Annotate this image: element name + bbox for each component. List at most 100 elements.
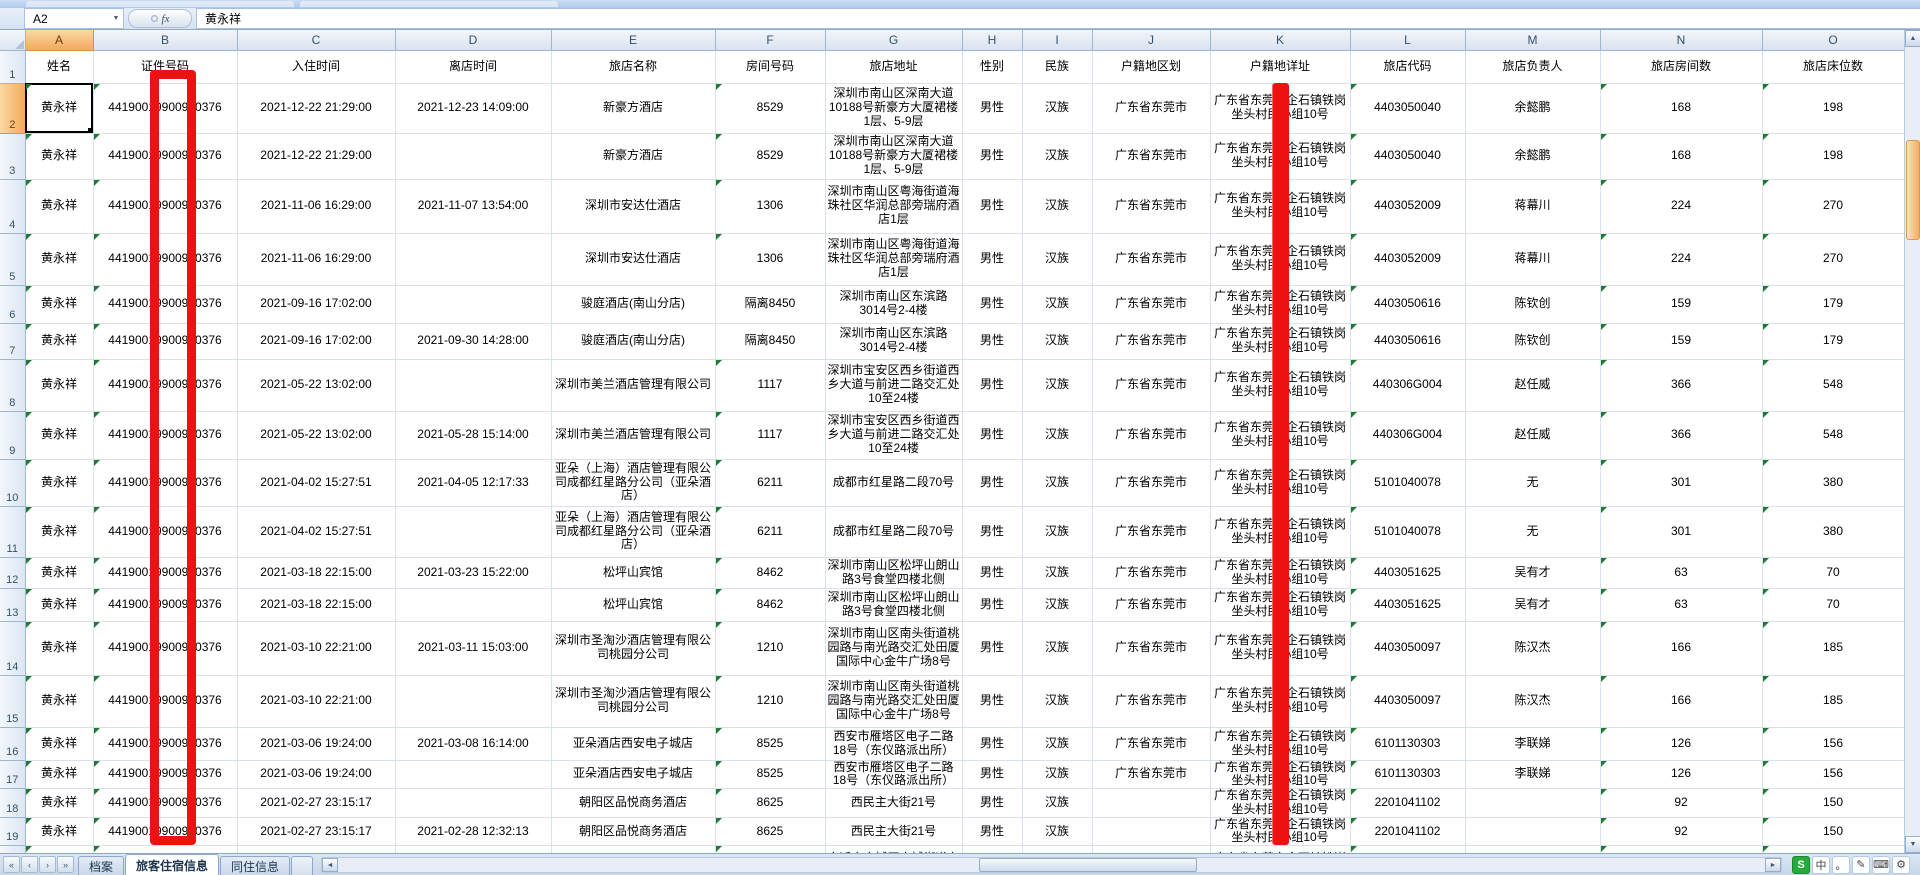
cell-L20[interactable]: 3213011080: [1350, 845, 1466, 853]
cell-G6[interactable]: 深圳市南山区东滨路3014号2-4楼: [825, 285, 963, 324]
row-header-13[interactable]: 13: [0, 588, 26, 622]
cell-D10[interactable]: 2021-04-05 12:17:33: [395, 459, 552, 507]
cell-I17[interactable]: 汉族: [1022, 760, 1093, 790]
column-header-C[interactable]: C: [237, 30, 396, 51]
row-header-8[interactable]: 8: [0, 359, 26, 412]
cell-E2[interactable]: 新豪方酒店: [551, 83, 716, 134]
cell-E19[interactable]: 朝阳区品悦商务酒店: [551, 817, 716, 847]
cell-J1[interactable]: 户籍地区划: [1092, 50, 1211, 84]
cell-D19[interactable]: 2021-02-28 12:32:13: [395, 817, 552, 847]
cell-A20[interactable]: 黄永祥: [25, 845, 94, 853]
cell-N17[interactable]: 126: [1600, 760, 1763, 790]
cell-N16[interactable]: 126: [1600, 727, 1763, 761]
cell-B13[interactable]: 44190019900930376: [93, 588, 238, 622]
cell-F2[interactable]: 8529: [715, 83, 826, 134]
cell-I18[interactable]: 汉族: [1022, 788, 1093, 818]
cell-F5[interactable]: 1306: [715, 233, 826, 286]
cell-G19[interactable]: 西民主大街21号: [825, 817, 963, 847]
cell-J18[interactable]: [1092, 788, 1211, 818]
cell-K2[interactable]: 广东省东莞市企石镇铁岗坐头村民小组10号: [1210, 83, 1351, 134]
cell-A10[interactable]: 黄永祥: [25, 459, 94, 507]
cell-A4[interactable]: 黄永祥: [25, 179, 94, 234]
scroll-down-icon[interactable]: ▼: [1905, 836, 1920, 853]
cell-A8[interactable]: 黄永祥: [25, 359, 94, 412]
cell-D7[interactable]: 2021-09-30 14:28:00: [395, 323, 552, 360]
cell-C3[interactable]: 2021-12-22 21:29:00: [237, 133, 396, 180]
cell-H7[interactable]: 男性: [962, 323, 1023, 360]
cell-N10[interactable]: 301: [1600, 459, 1763, 507]
cell-H10[interactable]: 男性: [962, 459, 1023, 507]
cell-A16[interactable]: 黄永祥: [25, 727, 94, 761]
cell-A7[interactable]: 黄永祥: [25, 323, 94, 360]
cell-M19[interactable]: [1465, 817, 1601, 847]
cell-I6[interactable]: 汉族: [1022, 285, 1093, 324]
cell-I13[interactable]: 汉族: [1022, 588, 1093, 622]
cell-L3[interactable]: 4403050040: [1350, 133, 1466, 180]
insert-function-button[interactable]: fx: [128, 9, 192, 28]
cell-E20[interactable]: 维也纳(智好)酒店: [551, 845, 716, 853]
cell-B12[interactable]: 44190019900930376: [93, 557, 238, 589]
cell-E4[interactable]: 深圳市安达仕酒店: [551, 179, 716, 234]
cell-D17[interactable]: [395, 760, 552, 790]
cell-F8[interactable]: 1117: [715, 359, 826, 412]
cell-L9[interactable]: 440306G004: [1350, 411, 1466, 460]
cell-H16[interactable]: 男性: [962, 727, 1023, 761]
cell-C11[interactable]: 2021-04-02 15:27:51: [237, 506, 396, 558]
insert-sheet-tab-stub[interactable]: [291, 856, 314, 875]
cell-I10[interactable]: 汉族: [1022, 459, 1093, 507]
cell-B14[interactable]: 44190019900930376: [93, 621, 238, 676]
cell-M14[interactable]: 陈汉杰: [1465, 621, 1601, 676]
cell-M2[interactable]: 余懿鹏: [1465, 83, 1601, 134]
cell-H2[interactable]: 男性: [962, 83, 1023, 134]
cell-D18[interactable]: [395, 788, 552, 818]
cell-D20[interactable]: [395, 845, 552, 853]
sheet-nav-first-icon[interactable]: «: [3, 856, 20, 873]
cell-L7[interactable]: 4403050616: [1350, 323, 1466, 360]
cell-K8[interactable]: 广东省东莞市企石镇铁岗坐头村民小组10号: [1210, 359, 1351, 412]
cell-C17[interactable]: 2021-03-06 19:24:00: [237, 760, 396, 790]
cell-M8[interactable]: 赵任威: [1465, 359, 1601, 412]
cell-F20[interactable]: 1105: [715, 845, 826, 853]
cell-E12[interactable]: 松坪山宾馆: [551, 557, 716, 589]
cell-K3[interactable]: 广东省东莞市企石镇铁岗坐头村民小组10号: [1210, 133, 1351, 180]
cell-C13[interactable]: 2021-03-18 22:15:00: [237, 588, 396, 622]
cell-F11[interactable]: 6211: [715, 506, 826, 558]
cell-M3[interactable]: 余懿鹏: [1465, 133, 1601, 180]
name-box-dropdown-icon[interactable]: ▼: [112, 15, 120, 22]
cell-H17[interactable]: 男性: [962, 760, 1023, 790]
cell-D11[interactable]: [395, 506, 552, 558]
vertical-scrollbar[interactable]: ▲ ▼: [1904, 30, 1920, 853]
row-header-11[interactable]: 11: [0, 506, 26, 558]
ime-lang-cn-icon[interactable]: 中: [1812, 855, 1830, 874]
cell-H15[interactable]: 男性: [962, 675, 1023, 728]
cell-G7[interactable]: 深圳市南山区东滨路3014号2-4楼: [825, 323, 963, 360]
sheet-nav-last-icon[interactable]: »: [57, 856, 74, 873]
row-header-5[interactable]: 5: [0, 233, 26, 286]
cell-H9[interactable]: 男性: [962, 411, 1023, 460]
cell-K4[interactable]: 广东省东莞市企石镇铁岗坐头村民小组10号: [1210, 179, 1351, 234]
cell-J13[interactable]: 广东省东莞市: [1092, 588, 1211, 622]
cell-O16[interactable]: 156: [1762, 727, 1905, 761]
cell-N3[interactable]: 168: [1600, 133, 1763, 180]
cell-N7[interactable]: 159: [1600, 323, 1763, 360]
cell-N19[interactable]: 92: [1600, 817, 1763, 847]
cell-B16[interactable]: 44190019900930376: [93, 727, 238, 761]
cell-E8[interactable]: 深圳市美兰酒店管理有限公司: [551, 359, 716, 412]
cell-F7[interactable]: 隔离8450: [715, 323, 826, 360]
cell-O8[interactable]: 548: [1762, 359, 1905, 412]
cell-B18[interactable]: 44190019900930376: [93, 788, 238, 818]
cell-J15[interactable]: 广东省东莞市: [1092, 675, 1211, 728]
cell-I11[interactable]: 汉族: [1022, 506, 1093, 558]
cell-E18[interactable]: 朝阳区品悦商务酒店: [551, 788, 716, 818]
cell-G9[interactable]: 深圳市宝安区西乡街道西乡大道与前进二路交汇处10至24楼: [825, 411, 963, 460]
column-header-H[interactable]: H: [962, 30, 1023, 51]
cell-O1[interactable]: 旅店床位数: [1762, 50, 1905, 84]
cell-O20[interactable]: 130: [1762, 845, 1905, 853]
cell-E15[interactable]: 深圳市圣淘沙酒店管理有限公司桃园分公司: [551, 675, 716, 728]
cell-L18[interactable]: 2201041102: [1350, 788, 1466, 818]
cell-H18[interactable]: 男性: [962, 788, 1023, 818]
row-header-10[interactable]: 10: [0, 459, 26, 507]
cell-C4[interactable]: 2021-11-06 16:29:00: [237, 179, 396, 234]
cell-M7[interactable]: 陈钦创: [1465, 323, 1601, 360]
cell-E13[interactable]: 松坪山宾馆: [551, 588, 716, 622]
